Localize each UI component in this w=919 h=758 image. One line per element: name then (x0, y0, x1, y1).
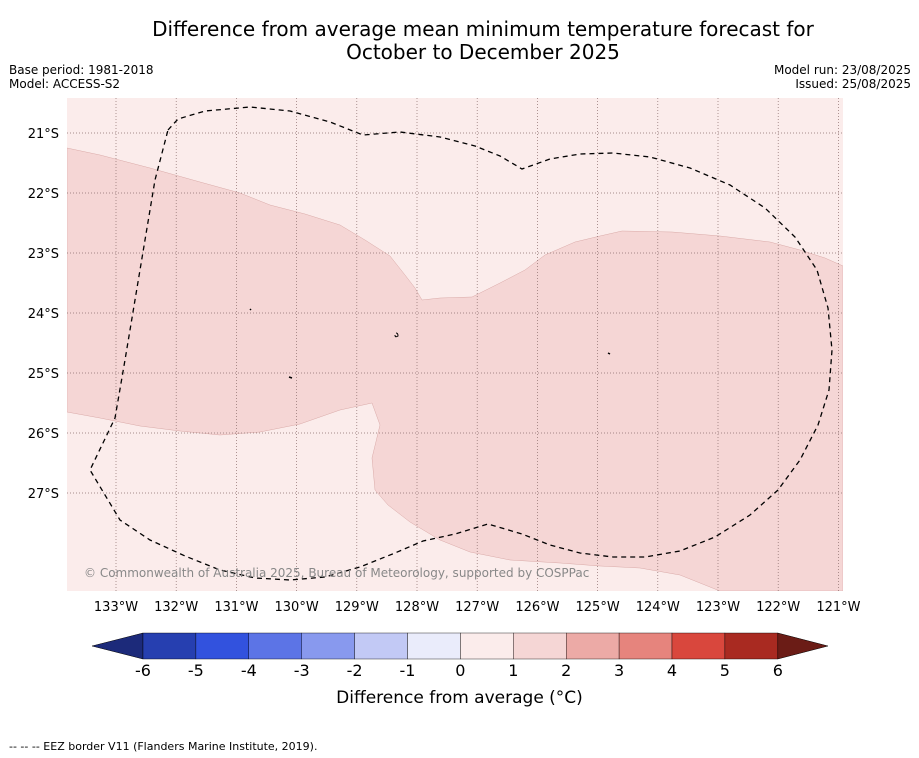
colorbar-swatch (566, 632, 620, 660)
eez-footnote: -- -- -- EEZ border V11 (Flanders Marine… (9, 740, 318, 753)
island-marker-d (607, 352, 611, 355)
colorbar-tick-label: -3 (293, 661, 310, 680)
longitude-tick-label: 128°W (395, 600, 439, 615)
colorbar-tick-label: 1 (508, 661, 519, 680)
model-run: Model run: 23/08/2025 (773, 63, 911, 77)
longitude-tick-label: 131°W (214, 600, 258, 615)
colorbar-tick-label: -4 (240, 661, 257, 680)
longitude-tick-label: 122°W (756, 600, 800, 615)
longitude-tick-label: 133°W (94, 600, 138, 615)
latitude-tick-label: 22°S (28, 187, 59, 202)
colorbar-swatch (671, 632, 726, 660)
longitude-tick-label: 132°W (154, 600, 198, 615)
latitude-tick-label: 27°S (28, 487, 59, 502)
colorbar-tick-label: 0 (455, 661, 466, 680)
longitude-tick-label: 126°W (515, 600, 559, 615)
longitude-tick-label: 130°W (275, 600, 319, 615)
meta-left: Base period: 1981-2018 Model: ACCESS-S2 (9, 63, 154, 91)
colorbar-extend-low (91, 632, 144, 660)
colorbar-tick-label: -5 (187, 661, 204, 680)
colorbar-tick-label: -2 (346, 661, 363, 680)
anomaly-region-1-2 (67, 147, 843, 591)
colorbar-tick-label: -6 (135, 661, 151, 680)
colorbar-swatch (407, 632, 461, 660)
colorbar-swatch (195, 632, 249, 660)
colorbar-tick-label: 5 (719, 661, 730, 680)
copyright-text: © Commonwealth of Australia 2025, Bureau… (84, 566, 589, 580)
longitude-tick-label: 125°W (576, 600, 620, 615)
longitude-labels: 133°W 132°W 131°W 130°W 129°W 128°W 127°W 126°W… (94, 600, 861, 615)
colorbar-extend-high (777, 632, 829, 660)
island-marker-c (394, 332, 399, 338)
island-marker-b (288, 376, 293, 379)
latitude-tick-label: 23°S (28, 247, 59, 262)
latitude-tick-label: 26°S (28, 427, 59, 442)
colorbar-swatch (618, 632, 673, 660)
colorbar-label: Difference from average (°C) (336, 688, 583, 708)
base-period: Base period: 1981-2018 (9, 63, 154, 77)
colorbar-tick-label: -1 (399, 661, 416, 680)
island-marker-a (249, 308, 252, 311)
longitude-tick-label: 123°W (696, 600, 740, 615)
graticule (67, 98, 843, 591)
longitude-tick-label: 127°W (455, 600, 499, 615)
longitude-tick-label: 124°W (636, 600, 680, 615)
eez-border (89, 106, 833, 581)
latitude-labels: 21°S 22°S 23°S 24°S 25°S 26°S 27°S (28, 127, 59, 502)
issued-date: Issued: 25/08/2025 (795, 77, 911, 91)
colorbar-tick-label: 3 (614, 661, 625, 680)
chart-title: Difference from average mean minimum tem… (0, 18, 919, 64)
title-line-1: Difference from average mean minimum tem… (152, 17, 814, 41)
longitude-tick-label: 121°W (816, 600, 860, 615)
colorbar-swatch (301, 632, 355, 660)
colorbar-swatch (248, 632, 302, 660)
colorbar-swatch (460, 632, 514, 660)
latitude-tick-label: 21°S (28, 127, 59, 142)
colorbar-tick-label: 2 (561, 661, 572, 680)
colorbar-swatch (724, 632, 779, 660)
colorbar-swatch (142, 632, 197, 660)
colorbar-tick-label: 4 (666, 661, 678, 680)
model-name: Model: ACCESS-S2 (9, 77, 121, 91)
colorbar-tick-label: 6 (772, 661, 783, 680)
colorbar-swatch (354, 632, 408, 660)
latitude-tick-label: 25°S (28, 367, 59, 382)
latitude-tick-label: 24°S (28, 307, 59, 322)
longitude-tick-label: 129°W (335, 600, 379, 615)
colorbar (91, 632, 829, 660)
meta-right: Model run: 23/08/2025 Issued: 25/08/2025 (774, 63, 911, 91)
colorbar-swatch (513, 632, 567, 660)
title-line-2: October to December 2025 (346, 40, 620, 64)
